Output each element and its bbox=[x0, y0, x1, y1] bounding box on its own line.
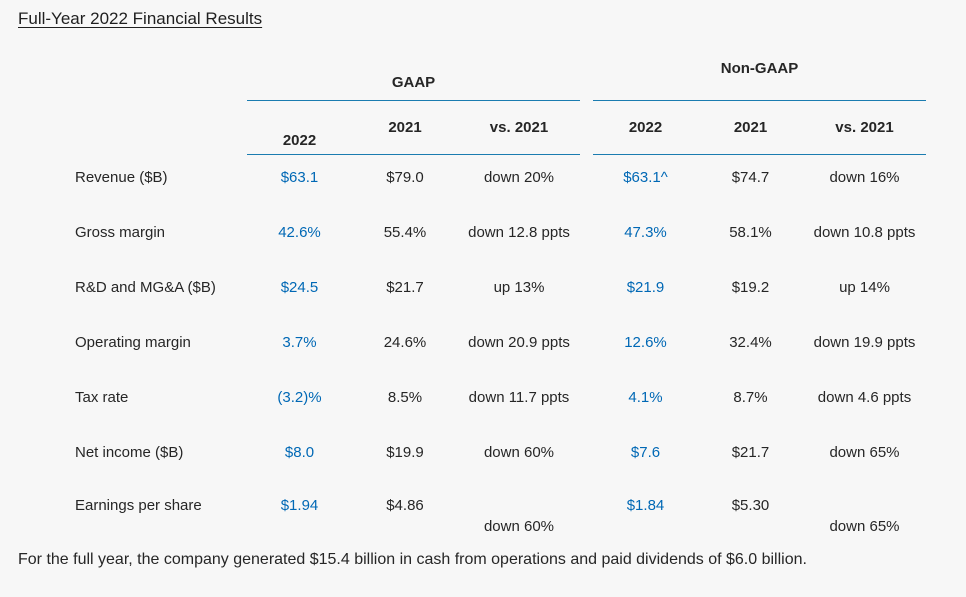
value-gaap-2022: 3.7% bbox=[282, 334, 317, 351]
value-non-gaap-2022: 4.1% bbox=[628, 389, 663, 406]
value-non-gaap-2022: $21.9 bbox=[626, 279, 665, 296]
row-gap bbox=[580, 485, 593, 540]
value-non-gaap-2021: $21.7 bbox=[731, 444, 770, 461]
table-row-operating-margin: Operating margin 3.7% 24.6% down 20.9 pp… bbox=[75, 320, 926, 375]
value-gaap-vs-2021: down 60% bbox=[483, 518, 555, 535]
row-gap bbox=[580, 210, 593, 265]
value-non-gaap-2021: 32.4% bbox=[729, 334, 772, 351]
value-non-gaap-vs-2021: down 10.8 ppts bbox=[813, 224, 916, 241]
value-non-gaap-2021: $5.30 bbox=[731, 497, 770, 514]
value-non-gaap-vs-2021: down 19.9 ppts bbox=[813, 334, 916, 351]
value-non-gaap-2022: 47.3% bbox=[624, 224, 667, 241]
column-header-spacer bbox=[75, 101, 247, 155]
row-label: Net income ($B) bbox=[75, 444, 184, 461]
column-header-non-gaap-2021: 2021 bbox=[733, 119, 768, 136]
column-headers-gaap: 2022 2021 vs. 2021 bbox=[247, 101, 580, 155]
table-row-rd-mga: R&D and MG&A ($B) $24.5 $21.7 up 13% $21… bbox=[75, 265, 926, 320]
value-gaap-vs-2021: down 20.9 ppts bbox=[468, 334, 570, 351]
value-gaap-2022: $8.0 bbox=[284, 444, 315, 461]
value-gaap-2022: 42.6% bbox=[278, 224, 321, 241]
value-non-gaap-2021: $19.2 bbox=[731, 279, 770, 296]
row-gap bbox=[580, 320, 593, 375]
column-header-row: 2022 2021 vs. 2021 2022 2021 vs. 2021 bbox=[75, 101, 926, 155]
column-header-non-gaap-vs-2021: vs. 2021 bbox=[835, 119, 894, 136]
value-gaap-vs-2021: up 13% bbox=[493, 279, 545, 296]
value-gaap-vs-2021: down 20% bbox=[483, 169, 555, 186]
row-gap bbox=[580, 430, 593, 485]
value-gaap-2022: $1.94 bbox=[280, 497, 319, 514]
value-non-gaap-2022: $7.6 bbox=[630, 444, 661, 461]
row-label: R&D and MG&A ($B) bbox=[75, 279, 216, 296]
row-label: Operating margin bbox=[75, 334, 191, 351]
value-non-gaap-2021: 58.1% bbox=[729, 224, 772, 241]
value-non-gaap-2022: $63.1^ bbox=[623, 169, 668, 186]
value-gaap-2021: $19.9 bbox=[386, 444, 424, 461]
column-header-gaap-2022: 2022 bbox=[282, 132, 317, 149]
table-row-net-income: Net income ($B) $8.0 $19.9 down 60% $7.6… bbox=[75, 430, 926, 485]
financial-results-table: GAAP Non-GAAP 2022 2021 vs. 2021 2022 20… bbox=[75, 45, 926, 540]
group-header-non-gaap: Non-GAAP bbox=[593, 45, 926, 101]
value-non-gaap-vs-2021: up 14% bbox=[839, 279, 890, 296]
value-gaap-2022: $24.5 bbox=[280, 279, 319, 296]
row-label: Gross margin bbox=[75, 224, 166, 241]
value-gaap-2021: 24.6% bbox=[383, 334, 427, 351]
group-header-gaap: GAAP bbox=[247, 45, 580, 101]
row-gap bbox=[580, 155, 593, 210]
row-gap bbox=[580, 375, 593, 430]
page-title: Full-Year 2022 Financial Results bbox=[18, 9, 263, 28]
value-non-gaap-2021: $74.7 bbox=[731, 169, 770, 186]
value-non-gaap-2022: 12.6% bbox=[624, 334, 667, 351]
column-header-non-gaap-2022: 2022 bbox=[628, 119, 663, 136]
group-gap bbox=[580, 45, 593, 101]
group-header-spacer bbox=[75, 45, 247, 101]
value-gaap-2021: $79.0 bbox=[386, 169, 424, 186]
table-row-tax-rate: Tax rate (3.2)% 8.5% down 11.7 ppts 4.1%… bbox=[75, 375, 926, 430]
table-row-earnings-per-share: Earnings per share $1.94 $4.86 down 60% … bbox=[75, 485, 926, 540]
row-label: Tax rate bbox=[75, 389, 129, 406]
row-label: Earnings per share bbox=[75, 497, 202, 514]
value-gaap-vs-2021: down 12.8 ppts bbox=[468, 224, 570, 241]
value-non-gaap-2022: $1.84 bbox=[626, 497, 665, 514]
value-non-gaap-vs-2021: down 4.6 ppts bbox=[817, 389, 912, 406]
value-non-gaap-2021: 8.7% bbox=[733, 389, 768, 406]
value-gaap-2022: $63.1 bbox=[280, 169, 319, 186]
table-row-gross-margin: Gross margin 42.6% 55.4% down 12.8 ppts … bbox=[75, 210, 926, 265]
value-gaap-vs-2021: down 60% bbox=[483, 444, 555, 461]
row-label: Revenue ($B) bbox=[75, 169, 168, 186]
column-headers-non-gaap: 2022 2021 vs. 2021 bbox=[593, 101, 926, 155]
value-gaap-2021: $4.86 bbox=[386, 497, 424, 514]
column-header-gaap-2021: 2021 bbox=[388, 119, 422, 136]
value-non-gaap-vs-2021: down 65% bbox=[829, 444, 900, 461]
column-header-gap bbox=[580, 101, 593, 155]
value-gaap-vs-2021: down 11.7 ppts bbox=[468, 389, 570, 406]
row-gap bbox=[580, 265, 593, 320]
table-row-revenue: Revenue ($B) $63.1 $79.0 down 20% $63.1^… bbox=[75, 155, 926, 210]
value-gaap-2021: 8.5% bbox=[387, 389, 423, 406]
value-non-gaap-vs-2021: down 65% bbox=[829, 518, 900, 535]
group-header-row: GAAP Non-GAAP bbox=[75, 45, 926, 101]
column-header-gaap-vs-2021: vs. 2021 bbox=[489, 119, 549, 136]
value-gaap-2022: (3.2)% bbox=[277, 389, 322, 406]
value-gaap-2021: 55.4% bbox=[383, 224, 427, 241]
value-non-gaap-vs-2021: down 16% bbox=[829, 169, 900, 186]
value-gaap-2021: $21.7 bbox=[386, 279, 424, 296]
cash-flow-summary-text: For the full year, the company generated… bbox=[18, 551, 807, 568]
